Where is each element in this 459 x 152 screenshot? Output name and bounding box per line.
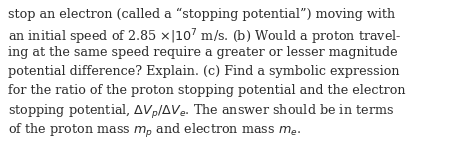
- Text: of the proton mass $m_p$ and electron mass $m_e$.: of the proton mass $m_p$ and electron ma…: [8, 122, 301, 140]
- Text: potential difference? Explain. (c) Find a symbolic expression: potential difference? Explain. (c) Find …: [8, 65, 399, 78]
- Text: for the ratio of the proton stopping potential and the electron: for the ratio of the proton stopping pot…: [8, 84, 405, 97]
- Text: stop an electron (called a “stopping potential”) moving with: stop an electron (called a “stopping pot…: [8, 8, 395, 21]
- Text: ing at the same speed require a greater or lesser magnitude: ing at the same speed require a greater …: [8, 46, 397, 59]
- Text: an initial speed of 2.85 $\times|10^{7}$ m/s. (b) Would a proton travel-: an initial speed of 2.85 $\times|10^{7}$…: [8, 27, 402, 47]
- Text: stopping potential, $\Delta V_p/\Delta V_e$. The answer should be in terms: stopping potential, $\Delta V_p/\Delta V…: [8, 103, 394, 121]
